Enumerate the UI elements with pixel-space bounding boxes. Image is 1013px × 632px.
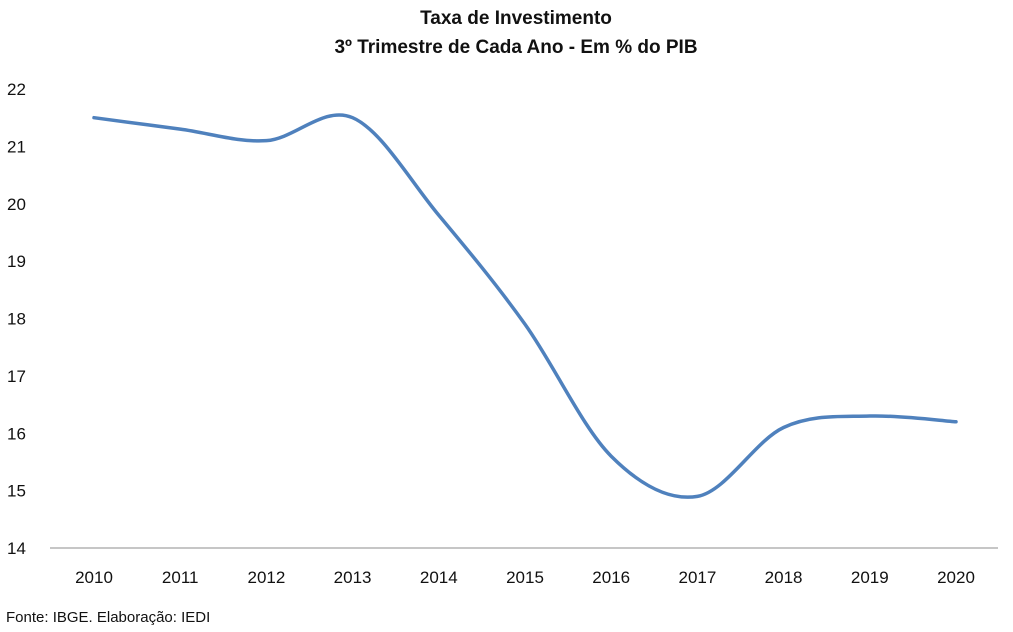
data-point-2018 xyxy=(782,426,786,430)
x-tick-label: 2013 xyxy=(334,568,372,587)
data-point-2020 xyxy=(954,420,958,424)
x-tick-label: 2019 xyxy=(851,568,889,587)
y-axis-ticks: 14 15 16 17 18 19 20 21 22 xyxy=(7,80,26,558)
chart-title: Taxa de Investimento xyxy=(420,8,612,29)
series-group xyxy=(92,113,958,499)
x-tick-label: 2016 xyxy=(592,568,630,587)
data-point-2013 xyxy=(351,116,355,120)
data-point-2010 xyxy=(92,116,96,120)
y-tick-label: 18 xyxy=(7,310,26,329)
x-tick-label: 2020 xyxy=(937,568,975,587)
chart-subtitle: 3º Trimestre de Cada Ano - Em % do PIB xyxy=(334,37,697,58)
data-point-2012 xyxy=(264,139,268,143)
data-point-2017 xyxy=(695,494,699,498)
series-line xyxy=(92,113,958,499)
y-tick-label: 20 xyxy=(7,195,26,214)
x-tick-label: 2014 xyxy=(420,568,458,587)
data-point-2019 xyxy=(868,414,872,418)
y-tick-label: 16 xyxy=(7,424,26,443)
y-tick-label: 21 xyxy=(7,137,26,156)
x-tick-label: 2017 xyxy=(678,568,716,587)
y-tick-label: 17 xyxy=(7,367,26,386)
data-point-2014 xyxy=(437,213,441,217)
y-tick-label: 15 xyxy=(7,482,26,501)
data-point-2016 xyxy=(609,454,613,458)
x-tick-label: 2011 xyxy=(162,568,199,587)
y-tick-label: 22 xyxy=(7,80,26,99)
x-axis-ticks: 2010 2011 2012 2013 2014 2015 2016 2017 2018 2019… xyxy=(75,568,975,587)
x-tick-label: 2015 xyxy=(506,568,544,587)
x-tick-label: 2010 xyxy=(75,568,113,587)
x-tick-label: 2012 xyxy=(247,568,285,587)
x-tick-label: 2018 xyxy=(765,568,803,587)
y-tick-label: 19 xyxy=(7,252,26,271)
y-tick-label: 14 xyxy=(7,539,26,558)
data-point-2011 xyxy=(178,127,182,131)
source-note: Fonte: IBGE. Elaboração: IEDI xyxy=(6,609,211,626)
data-point-2015 xyxy=(523,322,527,326)
